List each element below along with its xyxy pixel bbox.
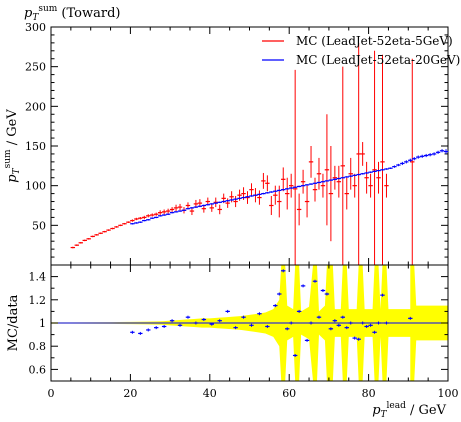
upper-y-axis-label: pTsum / GeV	[3, 109, 22, 183]
legend: MC (LeadJet-52eta-5GeV) MC (LeadJet-52et…	[262, 34, 460, 67]
y-tick-label-250: 250	[25, 61, 46, 74]
lower-y-axis-label: MC/data	[6, 294, 21, 351]
lower-y-axis: 0.6 0.8 1 1.2 1.4	[29, 271, 448, 382]
x-tick-label-60: 60	[282, 387, 296, 400]
lower-x-axis: 0 20 40 60 80 100	[48, 265, 459, 400]
y-tick-label-100: 100	[25, 180, 46, 193]
ratio-y-tick-label: 0.6	[29, 363, 47, 376]
ratio-y-tick-label: 0.8	[29, 340, 47, 353]
legend-label-blue: MC (LeadJet-52eta-20GeV)	[296, 53, 460, 67]
y-tick-label-50: 50	[32, 219, 46, 232]
ratio-y-tick-label: 1	[39, 317, 46, 330]
upper-panel: 50 100 150 200 250 300 pTsum / GeV MC (LeadJe…	[3, 21, 460, 266]
main-title: pTsum (Toward)	[24, 4, 120, 23]
y-tick-label-150: 150	[25, 140, 46, 153]
x-tick-label-40: 40	[203, 387, 217, 400]
ratio-y-tick-label: 1.4	[29, 271, 47, 284]
x-tick-label-20: 20	[123, 387, 137, 400]
y-tick-label-300: 300	[25, 21, 46, 34]
upper-x-axis	[50, 27, 449, 265]
ratio-y-tick-label: 1.2	[29, 294, 47, 307]
x-tick-label-100: 100	[438, 387, 459, 400]
lower-series	[130, 269, 413, 357]
lower-panel: 0.6 0.8 1 1.2 1.4 0 20 40 60 80 100 MC/data pTlea…	[6, 264, 459, 420]
upper-y-axis: 50 100 150 200 250 300	[25, 21, 448, 258]
upper-series	[70, 42, 449, 265]
y-tick-label-200: 200	[25, 100, 46, 113]
x-tick-label-0: 0	[48, 387, 55, 400]
legend-label-red: MC (LeadJet-52eta-5GeV)	[296, 34, 453, 48]
x-axis-label: pTlead / GeV	[372, 401, 446, 420]
x-tick-label-80: 80	[362, 387, 376, 400]
